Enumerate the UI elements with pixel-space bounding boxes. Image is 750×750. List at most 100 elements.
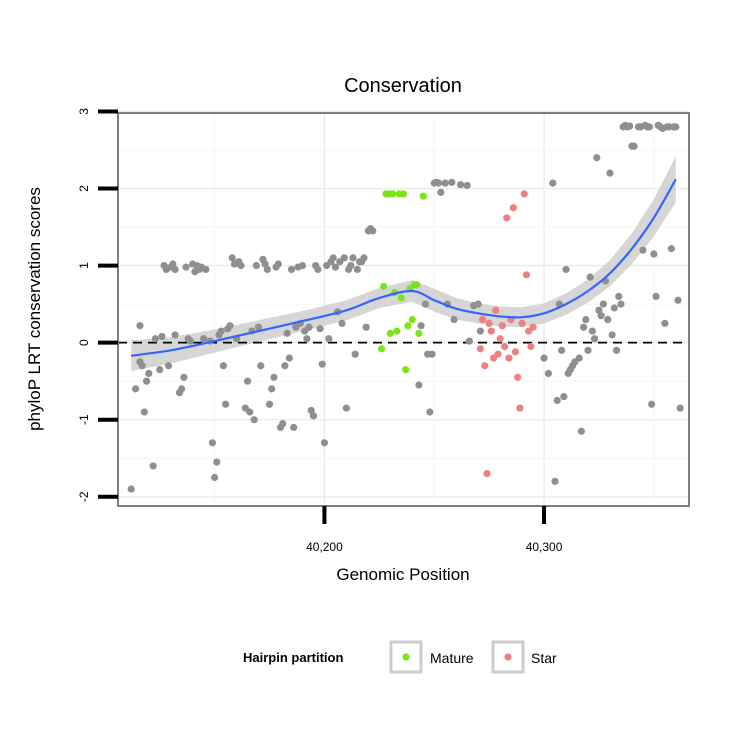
data-point-other: [650, 250, 658, 258]
data-point-other: [290, 423, 298, 431]
data-point-other: [349, 254, 357, 262]
data-point-star: [476, 345, 484, 353]
data-point-other: [421, 300, 430, 308]
data-point-other: [437, 188, 445, 196]
y-tick-label: -2: [77, 491, 91, 502]
data-point-mature: [397, 294, 405, 302]
data-point-star: [516, 404, 524, 412]
data-point-other: [540, 354, 548, 362]
data-point-other: [325, 335, 333, 343]
data-point-mature: [377, 345, 386, 353]
data-point-star: [518, 319, 526, 327]
data-point-other: [263, 265, 271, 274]
data-point-other: [474, 300, 482, 308]
y-tick-label: 3: [77, 108, 91, 115]
data-point-other: [279, 419, 287, 428]
data-point-other: [200, 335, 208, 343]
data-point-other: [674, 296, 682, 304]
data-point-other: [417, 322, 425, 330]
data-point-other: [353, 265, 361, 274]
data-point-star: [500, 342, 509, 351]
data-point-other: [309, 412, 318, 420]
data-point-other: [228, 254, 236, 262]
x-axis-title: Genomic Position: [336, 565, 469, 584]
data-point-other: [298, 261, 307, 270]
data-point-other: [274, 260, 282, 268]
data-point-mature: [415, 329, 423, 337]
data-point-other: [457, 181, 465, 189]
data-point-other: [314, 265, 322, 274]
data-point-mature: [380, 282, 388, 290]
data-point-other: [667, 245, 676, 253]
data-point-other: [211, 473, 219, 482]
data-point-other: [180, 373, 188, 381]
data-point-other: [151, 335, 159, 343]
y-tick-label: 0: [77, 339, 91, 346]
data-point-mature: [399, 190, 408, 198]
data-point-other: [338, 319, 346, 327]
x-axis: 40,200 40,300: [306, 506, 563, 554]
data-point-other: [131, 385, 140, 393]
data-point-other: [604, 315, 612, 324]
legend: Hairpin partition Mature Star: [243, 640, 557, 674]
data-point-other: [652, 292, 660, 300]
data-point-star: [492, 306, 500, 314]
data-point-star: [529, 323, 537, 331]
data-point-other: [597, 312, 605, 320]
data-point-star: [481, 362, 489, 370]
data-point-other: [676, 404, 684, 412]
data-point-other: [450, 315, 458, 324]
data-point-other: [316, 325, 324, 333]
data-point-other: [252, 261, 260, 270]
data-point-other: [142, 377, 151, 385]
data-point-other: [558, 346, 566, 354]
data-point-other: [362, 323, 370, 331]
plot-border: [117, 112, 690, 507]
x-tick-label: 40,300: [526, 540, 563, 554]
data-point-other: [281, 362, 289, 370]
data-point-other: [448, 178, 456, 186]
data-point-other: [331, 263, 340, 271]
data-point-mature: [404, 322, 412, 330]
data-point-other: [606, 169, 614, 177]
data-point-other: [140, 408, 148, 416]
data-point-star: [514, 373, 522, 381]
data-point-other: [645, 123, 654, 131]
data-point-other: [340, 254, 348, 262]
data-point-other: [426, 408, 434, 416]
confidence-ribbon-layer: [131, 156, 676, 372]
data-point-other: [342, 404, 350, 412]
data-point-other: [582, 315, 590, 324]
data-point-other: [254, 323, 263, 331]
legend-label-mature: Mature: [430, 650, 474, 666]
data-point-other: [648, 400, 656, 408]
data-point-other: [463, 181, 471, 190]
data-point-other: [593, 154, 601, 162]
data-point-star: [478, 315, 487, 324]
data-point-other: [612, 346, 621, 354]
data-point-other: [250, 416, 258, 424]
data-point-star: [505, 354, 513, 362]
data-point-other: [243, 377, 252, 385]
data-point-other: [208, 439, 217, 447]
data-point-other: [268, 385, 276, 393]
data-point-star: [496, 335, 504, 343]
x-tick-label: 40,200: [306, 540, 343, 554]
data-point-other: [217, 327, 225, 335]
y-tick-label: 2: [77, 185, 91, 192]
data-point-other: [261, 260, 269, 268]
data-point-mature: [408, 315, 416, 324]
data-point-other: [553, 396, 561, 405]
y-tick-label: 1: [77, 262, 91, 269]
data-point-other: [369, 227, 377, 235]
data-point-star: [509, 204, 517, 212]
data-point-other: [138, 362, 146, 370]
data-point-other: [595, 306, 603, 314]
data-point-other: [305, 323, 313, 331]
chart-title: Conservation: [344, 75, 462, 97]
plot-area: [117, 110, 690, 507]
data-point-other: [156, 366, 164, 374]
data-point-other: [617, 300, 625, 308]
data-point-other: [560, 392, 568, 401]
legend-title: Hairpin partition: [243, 650, 343, 665]
